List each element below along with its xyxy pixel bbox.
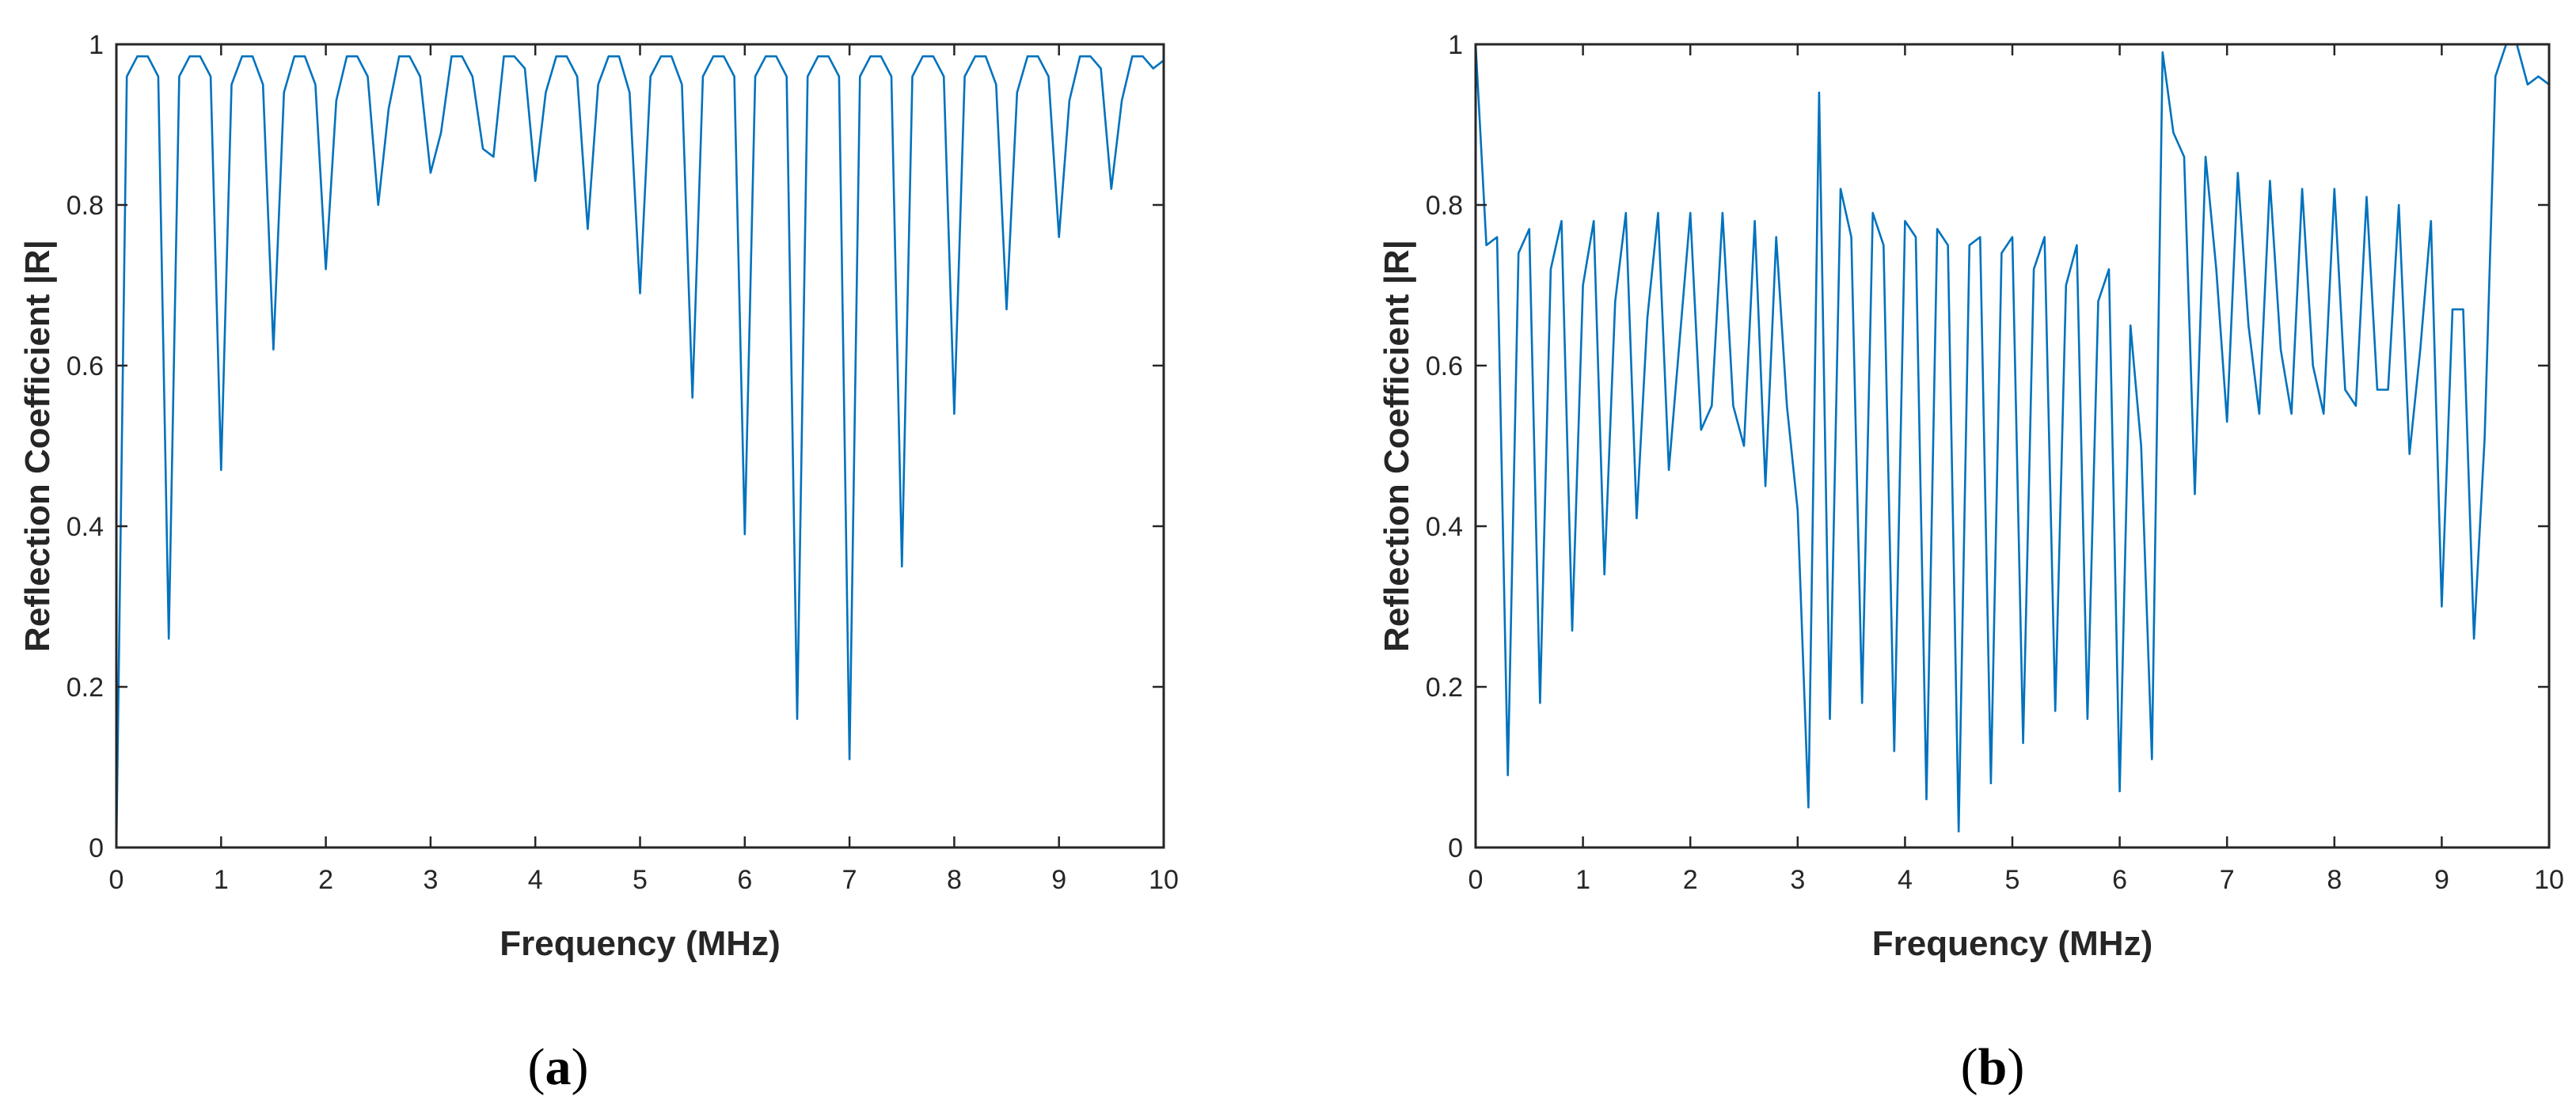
x-tick-label: 3 xyxy=(423,865,438,895)
y-axis-title: Reflection Coefficient |R| xyxy=(1377,240,1417,652)
x-tick-label: 6 xyxy=(737,865,752,895)
y-tick-label: 0.6 xyxy=(1426,351,1463,381)
x-axis-title: Frequency (MHz) xyxy=(1872,924,2152,963)
y-tick-label: 0.8 xyxy=(66,191,104,221)
x-tick-label: 0 xyxy=(1468,865,1484,895)
panel-label-a: (a) xyxy=(528,1038,589,1096)
chart-panel-a: 0 1 2 3 4 5 6 7 8 9 10 0 0.2 0.4 0.6 0.8 1 Frequency (MHz… xyxy=(18,30,1179,963)
x-tick-label: 0 xyxy=(109,865,124,895)
x-tick-label: 4 xyxy=(528,865,543,895)
x-tick-label: 10 xyxy=(1149,865,1179,895)
plot-area xyxy=(116,44,1164,847)
y-tick-label: 0 xyxy=(89,833,104,863)
x-tick-label: 9 xyxy=(2434,865,2449,895)
panel-label-b: (b) xyxy=(1961,1038,2025,1096)
x-tick-label: 2 xyxy=(318,865,333,895)
data-line xyxy=(1474,43,2550,832)
y-tick-label: 0.4 xyxy=(66,512,104,542)
data-line xyxy=(115,55,1165,848)
x-tick-label: 5 xyxy=(2005,865,2020,895)
x-tick-label: 8 xyxy=(947,865,962,895)
x-tick-label: 7 xyxy=(842,865,857,895)
x-tick-label: 6 xyxy=(2112,865,2127,895)
y-tick-label: 1 xyxy=(1448,30,1463,60)
y-tick-label: 1 xyxy=(89,30,104,60)
y-tick-label: 0.2 xyxy=(66,673,104,703)
x-tick-label: 8 xyxy=(2327,865,2342,895)
y-tick-label: 0.2 xyxy=(1426,673,1463,703)
y-tick-label: 0.8 xyxy=(1426,191,1463,221)
x-tick-label: 3 xyxy=(1790,865,1805,895)
x-tick-label: 1 xyxy=(214,865,229,895)
x-tick-label: 5 xyxy=(633,865,648,895)
y-axis-title: Reflection Coefficient |R| xyxy=(18,240,58,652)
x-tick-label: 10 xyxy=(2534,865,2564,895)
plot-area xyxy=(1476,44,2549,847)
x-tick-label: 7 xyxy=(2220,865,2235,895)
y-tick-label: 0 xyxy=(1448,833,1463,863)
x-tick-label: 2 xyxy=(1683,865,1698,895)
x-tick-label: 1 xyxy=(1575,865,1590,895)
x-axis-title: Frequency (MHz) xyxy=(500,924,780,963)
x-tick-label: 9 xyxy=(1051,865,1066,895)
y-tick-label: 0.4 xyxy=(1426,512,1463,542)
y-tick-label: 0.6 xyxy=(66,351,104,381)
x-tick-label: 4 xyxy=(1898,865,1913,895)
chart-panel-b: 0 1 2 3 4 5 6 7 8 9 10 0 0.2 0.4 0.6 0.8 1 Frequency (MHz… xyxy=(1377,30,2564,963)
